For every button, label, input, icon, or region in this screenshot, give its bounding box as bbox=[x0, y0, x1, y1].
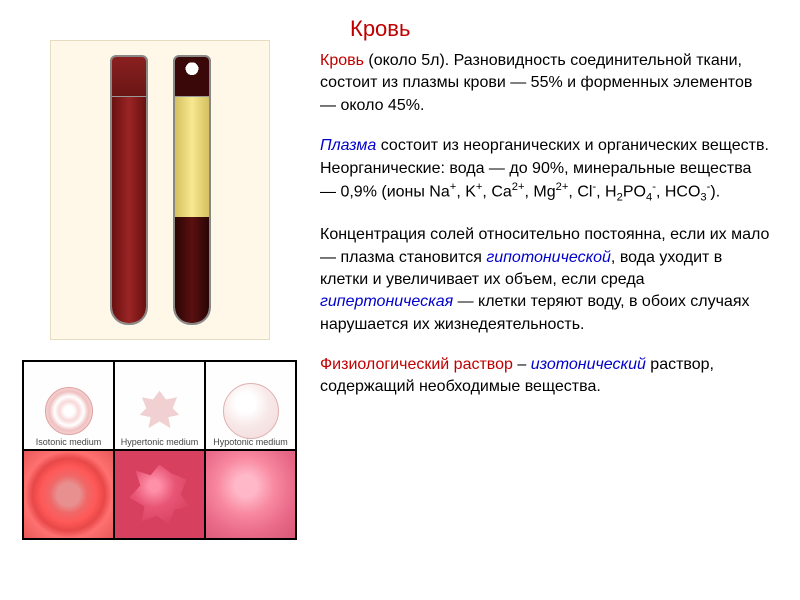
p2-a: состоит из неорганических и органических… bbox=[376, 137, 769, 154]
isotonic-photo bbox=[23, 450, 114, 539]
left-image-column: Isotonic medium Hypertonic medium Hypoto… bbox=[30, 40, 290, 540]
paragraph-1: Кровь (около 5л). Разновидность соединит… bbox=[320, 50, 770, 117]
term-hypotonic: гипотонической bbox=[486, 249, 611, 266]
paragraph-2: Плазма состоит из неорганических и орган… bbox=[320, 135, 770, 206]
isotonic-label: Isotonic medium bbox=[36, 438, 102, 447]
hypertonic-label: Hypertonic medium bbox=[121, 438, 199, 447]
main-text: Кровь (около 5л). Разновидность соединит… bbox=[320, 50, 770, 417]
sub: 3 bbox=[700, 191, 706, 203]
separated-blood-tube bbox=[173, 55, 211, 325]
p2-e: , Mg bbox=[525, 183, 556, 200]
sub: 4 bbox=[646, 191, 652, 203]
hypertonic-photo bbox=[114, 450, 205, 539]
p2-h: PO bbox=[623, 183, 646, 200]
p2-g: , H bbox=[596, 183, 616, 200]
p2-f: , Cl bbox=[568, 183, 592, 200]
term-plasma: Плазма bbox=[320, 137, 376, 154]
term-saline: Физиологический раствор bbox=[320, 356, 513, 373]
isotonic-diagram: Isotonic medium bbox=[23, 361, 114, 450]
hypotonic-photo bbox=[205, 450, 296, 539]
tonicity-cells-grid: Isotonic medium Hypertonic medium Hypoto… bbox=[22, 360, 297, 540]
p4-dash: – bbox=[513, 356, 531, 373]
hypotonic-label: Hypotonic medium bbox=[213, 438, 288, 447]
paragraph-3: Концентрация солей относительно постоянн… bbox=[320, 224, 770, 336]
paragraph-4: Физиологический раствор – изотонический … bbox=[320, 354, 770, 399]
term-isotonic: изотонический bbox=[531, 356, 646, 373]
p2-j: ). bbox=[710, 183, 720, 200]
term-hypertonic: гипертоническая bbox=[320, 293, 453, 310]
term-blood: Кровь bbox=[320, 52, 364, 69]
blood-tubes-image bbox=[50, 40, 270, 340]
whole-blood-tube bbox=[110, 55, 148, 325]
p2-c: , K bbox=[456, 183, 476, 200]
p2-d: , Ca bbox=[482, 183, 511, 200]
hypotonic-diagram: Hypotonic medium bbox=[205, 361, 296, 450]
hypertonic-diagram: Hypertonic medium bbox=[114, 361, 205, 450]
sup: 2+ bbox=[512, 181, 525, 193]
page-title: Кровь bbox=[350, 16, 410, 42]
p2-i: , HCO bbox=[656, 183, 700, 200]
p1-body: (около 5л). Разновидность соединительной… bbox=[320, 52, 752, 114]
sup: 2+ bbox=[556, 181, 569, 193]
